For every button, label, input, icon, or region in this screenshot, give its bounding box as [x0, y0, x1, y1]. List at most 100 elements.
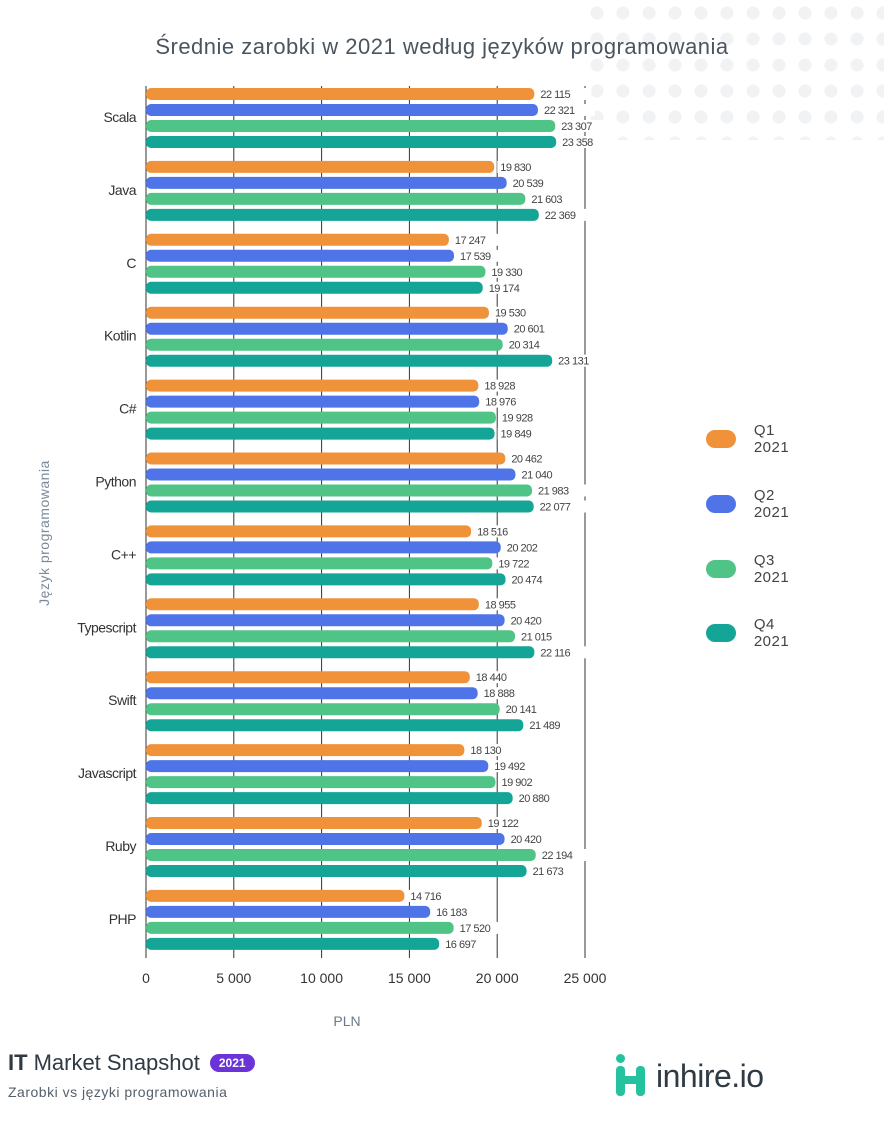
bar-label-backdrop	[480, 687, 535, 700]
x-axis-title: PLN	[333, 1013, 361, 1029]
bar-label-backdrop	[484, 817, 539, 829]
bar-label-backdrop	[536, 500, 591, 513]
bar	[146, 719, 524, 732]
bar-label-backdrop	[508, 573, 563, 586]
bar-value-label: 20 202	[507, 542, 538, 554]
bar-value-label: 21 040	[521, 470, 552, 482]
bar-label-backdrop	[491, 760, 546, 773]
legend-label-q3: Q3 2021	[753, 552, 790, 586]
bar-value-label: 19 330	[491, 267, 522, 279]
bar-value-label: 20 539	[513, 178, 544, 190]
bar-label-backdrop	[482, 395, 537, 408]
bar-label-backdrop	[485, 281, 540, 294]
bar-value-label: 19 122	[488, 818, 519, 830]
bar-label-backdrop	[503, 541, 558, 554]
bar-value-label: 20 141	[506, 704, 537, 716]
bar-label-backdrop	[442, 937, 497, 950]
bar-value-label: 20 420	[511, 615, 542, 627]
bar-label-backdrop	[498, 776, 553, 789]
bar-label-backdrop	[472, 671, 527, 684]
bar-label-backdrop	[507, 614, 562, 627]
bar-value-label: 21 015	[521, 631, 552, 643]
bar-value-label: 21 983	[538, 486, 569, 498]
legend-label-q4: Q4 2021	[753, 616, 790, 650]
bar-label-backdrop	[518, 468, 573, 481]
category-label: PHP	[109, 911, 136, 927]
bar	[146, 88, 535, 100]
bar-value-label: 18 130	[470, 745, 501, 757]
bar-label-backdrop	[558, 120, 613, 132]
category-label: Python	[95, 474, 136, 490]
bar-value-label: 19 928	[502, 413, 533, 425]
bar-value-label: 18 955	[485, 599, 516, 611]
bar-value-label: 19 492	[494, 761, 525, 773]
bar-label-backdrop	[497, 160, 552, 173]
bar-label-backdrop	[467, 744, 522, 757]
bar	[146, 427, 495, 440]
bar	[146, 865, 527, 877]
x-tick-label: 10 000	[300, 970, 343, 986]
bar-label-backdrop	[529, 865, 584, 877]
bar	[146, 192, 526, 205]
category-label: Java	[108, 182, 136, 198]
bar	[146, 233, 449, 246]
bar-label-backdrop	[502, 703, 557, 716]
bar-value-label: 18 976	[485, 397, 516, 409]
bar-value-label: 17 520	[460, 923, 491, 935]
bar-label-backdrop	[528, 192, 583, 205]
bar	[146, 598, 479, 611]
bar-label-backdrop	[505, 338, 560, 351]
bar-value-label: 23 131	[558, 356, 589, 368]
bar-label-backdrop	[518, 630, 573, 643]
bar	[146, 452, 506, 465]
bar-value-label: 20 314	[509, 340, 540, 352]
bar	[146, 630, 516, 643]
bar	[146, 500, 534, 513]
bar	[146, 395, 480, 408]
bar	[146, 338, 503, 351]
bar-label-backdrop	[538, 849, 593, 861]
bar-value-label: 19 849	[501, 429, 532, 441]
bar	[146, 468, 516, 481]
year-badge: 2021	[209, 1054, 255, 1072]
category-label: Ruby	[105, 838, 136, 854]
bar-label-backdrop	[451, 233, 506, 246]
bar-label-backdrop	[540, 104, 595, 116]
bar	[146, 411, 496, 424]
bar	[146, 541, 501, 554]
bar-value-label: 22 194	[542, 850, 573, 862]
bar-value-label: 19 174	[489, 283, 520, 295]
bar-value-label: 19 530	[495, 308, 526, 320]
footer-title-rest: Market Snapshot	[33, 1050, 200, 1075]
bar	[146, 265, 486, 278]
bar	[146, 760, 489, 773]
bar-value-label: 22 369	[545, 210, 576, 222]
bar	[146, 937, 440, 950]
bar	[146, 744, 465, 757]
bar-label-backdrop	[510, 322, 565, 335]
bar	[146, 484, 533, 497]
bar-value-label: 21 673	[533, 866, 564, 878]
bar	[146, 849, 536, 861]
bar-value-label: 23 307	[561, 121, 592, 133]
category-label: C#	[119, 401, 137, 417]
bar-label-backdrop	[508, 452, 563, 465]
bar-value-label: 16 183	[436, 907, 467, 919]
bar-value-label: 19 902	[501, 777, 532, 789]
bar	[146, 792, 513, 805]
bar-value-label: 16 697	[445, 939, 476, 951]
bar	[146, 671, 470, 684]
bar	[146, 703, 500, 716]
bar	[146, 525, 472, 538]
bar-value-label: 14 716	[410, 891, 441, 903]
bar-label-backdrop	[495, 557, 550, 570]
bar-label-backdrop	[491, 306, 546, 319]
bar-label-backdrop	[488, 265, 543, 278]
bar-value-label: 22 116	[540, 647, 570, 659]
bar	[146, 379, 479, 392]
inhire-logo-icon	[614, 1054, 650, 1098]
bar-label-backdrop	[535, 484, 590, 497]
category-label: Scala	[103, 109, 136, 125]
bar-value-label: 18 440	[476, 672, 507, 684]
bar-value-label: 22 077	[540, 502, 571, 514]
